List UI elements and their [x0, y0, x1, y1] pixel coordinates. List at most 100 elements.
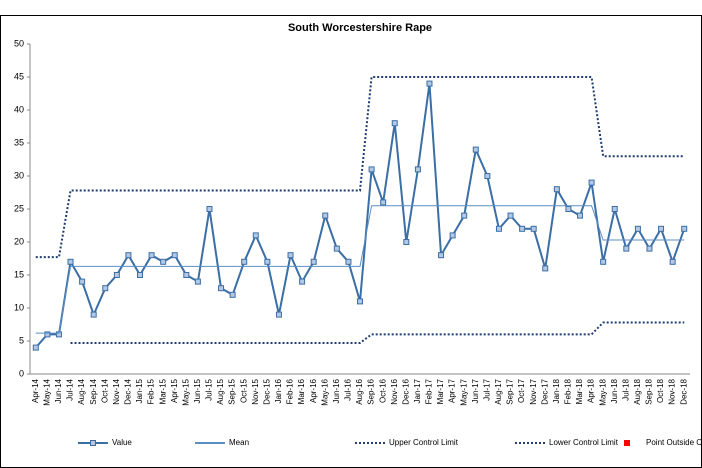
chart-frame [0, 15, 702, 468]
legend-marker [624, 440, 630, 446]
x-tick-label: Jun-18 [610, 378, 619, 403]
x-tick-label: Aug-14 [77, 378, 86, 404]
x-tick-label: Dec-16 [401, 378, 410, 404]
data-point [611, 206, 618, 212]
data-point [484, 173, 491, 179]
data-point [44, 331, 51, 338]
y-tick-label: 25 [14, 203, 24, 213]
x-tick-label: Sep-18 [645, 378, 654, 404]
data-point [403, 239, 410, 245]
data-point [495, 225, 502, 232]
legend-label: Value [112, 438, 132, 447]
x-tick-label: Jul-17 [482, 378, 491, 400]
legend-label: Mean [229, 438, 249, 447]
data-point [194, 278, 201, 285]
data-point [345, 258, 352, 265]
data-point [542, 265, 549, 272]
x-tick-label: Oct-16 [378, 378, 387, 403]
data-point [125, 252, 132, 259]
x-tick-label: Feb-15 [147, 378, 156, 404]
data-point [507, 212, 514, 219]
x-tick-label: Oct-15 [239, 378, 248, 403]
x-tick-label: Jan-18 [552, 378, 561, 403]
y-tick-label: 0 [19, 368, 24, 378]
x-tick-label: Nov-17 [529, 378, 538, 404]
x-tick-label: Dec-17 [540, 378, 549, 404]
data-point [530, 225, 537, 232]
data-point [519, 225, 526, 232]
data-point [206, 206, 213, 212]
legend-label: Lower Control Limit [549, 438, 619, 447]
x-tick-label: May-14 [42, 378, 51, 405]
x-tick-label: Aug-15 [216, 378, 225, 404]
data-point [588, 179, 595, 186]
data-point [634, 225, 641, 232]
x-tick-label: May-15 [181, 378, 190, 405]
data-point [472, 146, 479, 153]
x-tick-label: May-17 [459, 378, 468, 405]
series-line [70, 321, 685, 344]
data-point [623, 245, 630, 252]
x-tick-label: Jul-16 [344, 378, 353, 400]
x-tick-label: Nov-14 [112, 378, 121, 404]
x-tick-label: Jan-15 [135, 378, 144, 403]
data-point [681, 225, 688, 232]
x-tick-label: Apr-14 [31, 378, 40, 403]
y-tick-label: 10 [14, 302, 24, 312]
x-tick-label: Sep-16 [367, 378, 376, 404]
data-point [461, 212, 468, 219]
x-tick-label: Aug-16 [355, 378, 364, 404]
x-tick-label: Jul-14 [66, 378, 75, 400]
data-point [333, 245, 340, 252]
x-tick-label: Feb-16 [286, 378, 295, 404]
legend-label: Upper Control Limit [389, 438, 459, 447]
data-point [310, 258, 317, 265]
data-point [229, 291, 236, 298]
x-tick-label: Mar-16 [297, 378, 306, 404]
x-tick-label: Oct-14 [100, 378, 109, 403]
legend-label: Point Outside Control Limit [646, 438, 702, 447]
data-point [600, 258, 607, 265]
x-tick-label: Nov-15 [251, 378, 260, 404]
x-tick-label: Mar-15 [158, 378, 167, 404]
data-point [322, 212, 329, 219]
data-point [264, 258, 271, 265]
data-point [357, 298, 363, 305]
y-tick-label: 15 [14, 269, 24, 279]
data-point [137, 272, 143, 278]
x-tick-label: Jun-15 [193, 378, 202, 403]
data-point [414, 166, 421, 173]
data-point [380, 199, 387, 206]
data-point [160, 258, 167, 265]
x-tick-label: Aug-18 [633, 378, 642, 404]
x-tick-label: Mar-18 [575, 378, 584, 404]
data-point [67, 258, 74, 265]
data-point [218, 285, 225, 292]
x-tick-label: Jan-16 [274, 378, 283, 403]
x-tick-label: Aug-17 [494, 378, 503, 404]
data-point [171, 252, 178, 259]
x-tick-label: Apr-15 [170, 378, 179, 403]
data-point [391, 120, 398, 127]
x-tick-label: Jan-17 [413, 378, 422, 403]
x-tick-label: Oct-17 [517, 378, 526, 403]
legend-marker [90, 440, 96, 446]
x-tick-label: Sep-15 [228, 378, 237, 404]
x-tick-label: Dec-18 [679, 378, 688, 404]
data-point [90, 311, 97, 318]
y-tick-label: 20 [14, 236, 24, 246]
data-point [113, 272, 120, 278]
x-tick-label: Nov-16 [390, 378, 399, 404]
data-point [148, 252, 155, 259]
x-tick-label: May-16 [320, 378, 329, 405]
data-point [438, 252, 445, 259]
x-tick-label: Sep-14 [89, 378, 98, 404]
x-tick-label: Jun-17 [471, 378, 480, 403]
data-point [449, 232, 456, 239]
data-point [183, 272, 190, 278]
data-point [275, 311, 282, 318]
y-tick-label: 40 [14, 104, 24, 114]
y-tick-label: 5 [19, 335, 24, 345]
x-tick-label: Feb-17 [425, 378, 434, 404]
data-point [669, 258, 676, 265]
